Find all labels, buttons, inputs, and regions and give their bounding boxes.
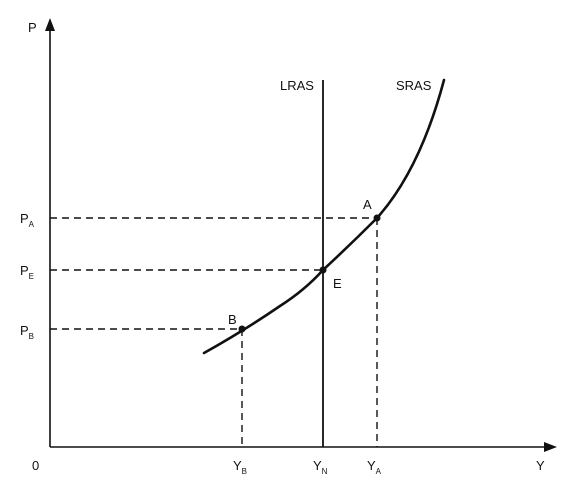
x-axis-label: Y	[536, 458, 545, 473]
y-axis-label: P	[28, 20, 37, 35]
origin-label: 0	[32, 458, 39, 473]
output-labels: YB YN YA	[233, 458, 382, 476]
y-axis-arrow	[45, 18, 55, 31]
point-e-label: E	[333, 276, 342, 291]
point-e	[319, 266, 327, 274]
output-label-a: YA	[367, 458, 382, 476]
guide-lines	[50, 217, 378, 447]
sras-label: SRAS	[396, 78, 432, 93]
points: A E B	[228, 197, 381, 333]
point-b-label: B	[228, 312, 237, 327]
point-a	[373, 214, 381, 222]
price-labels: PA PE PB	[20, 211, 35, 341]
output-label-n: YN	[313, 458, 328, 476]
x-axis-arrow	[544, 442, 557, 452]
axes: P Y 0	[28, 18, 557, 473]
price-label-a: PA	[20, 211, 35, 229]
lras-label: LRAS	[280, 78, 314, 93]
price-label-e: PE	[20, 263, 34, 281]
sras-curve	[202, 78, 446, 355]
point-a-label: A	[363, 197, 372, 212]
point-b	[238, 325, 246, 333]
price-label-b: PB	[20, 323, 34, 341]
output-label-b: YB	[233, 458, 247, 476]
